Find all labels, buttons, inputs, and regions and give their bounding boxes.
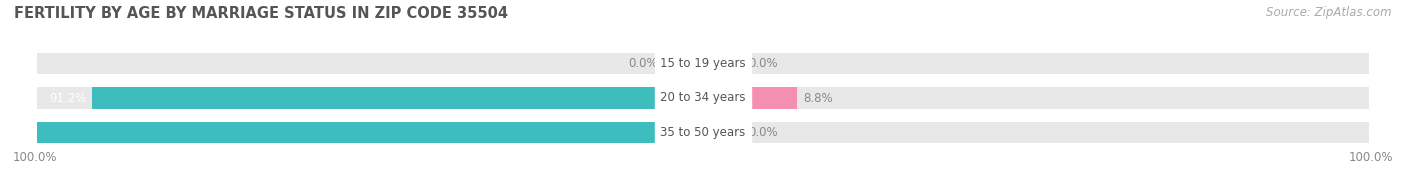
Text: 35 to 50 years: 35 to 50 years: [661, 126, 745, 139]
Text: Source: ZipAtlas.com: Source: ZipAtlas.com: [1267, 6, 1392, 19]
Bar: [742, 87, 1368, 109]
Text: 100.0%: 100.0%: [0, 126, 31, 139]
Bar: [742, 53, 1368, 74]
Text: 100.0%: 100.0%: [1348, 151, 1393, 164]
Text: 20 to 34 years: 20 to 34 years: [661, 92, 745, 104]
Text: 0.0%: 0.0%: [748, 57, 778, 70]
Text: 15 to 19 years: 15 to 19 years: [661, 57, 745, 70]
Bar: [38, 122, 664, 143]
Text: FERTILITY BY AGE BY MARRIAGE STATUS IN ZIP CODE 35504: FERTILITY BY AGE BY MARRIAGE STATUS IN Z…: [14, 6, 508, 21]
Text: 8.8%: 8.8%: [803, 92, 834, 104]
Bar: [38, 87, 664, 109]
Text: 100.0%: 100.0%: [13, 151, 58, 164]
Text: 91.2%: 91.2%: [49, 92, 86, 104]
Bar: [742, 87, 797, 109]
Text: 0.0%: 0.0%: [748, 126, 778, 139]
Bar: [38, 53, 664, 74]
Bar: [93, 87, 664, 109]
Bar: [38, 122, 664, 143]
Bar: [742, 122, 1368, 143]
Text: 0.0%: 0.0%: [628, 57, 658, 70]
Legend: Married, Unmarried: Married, Unmarried: [627, 193, 779, 196]
